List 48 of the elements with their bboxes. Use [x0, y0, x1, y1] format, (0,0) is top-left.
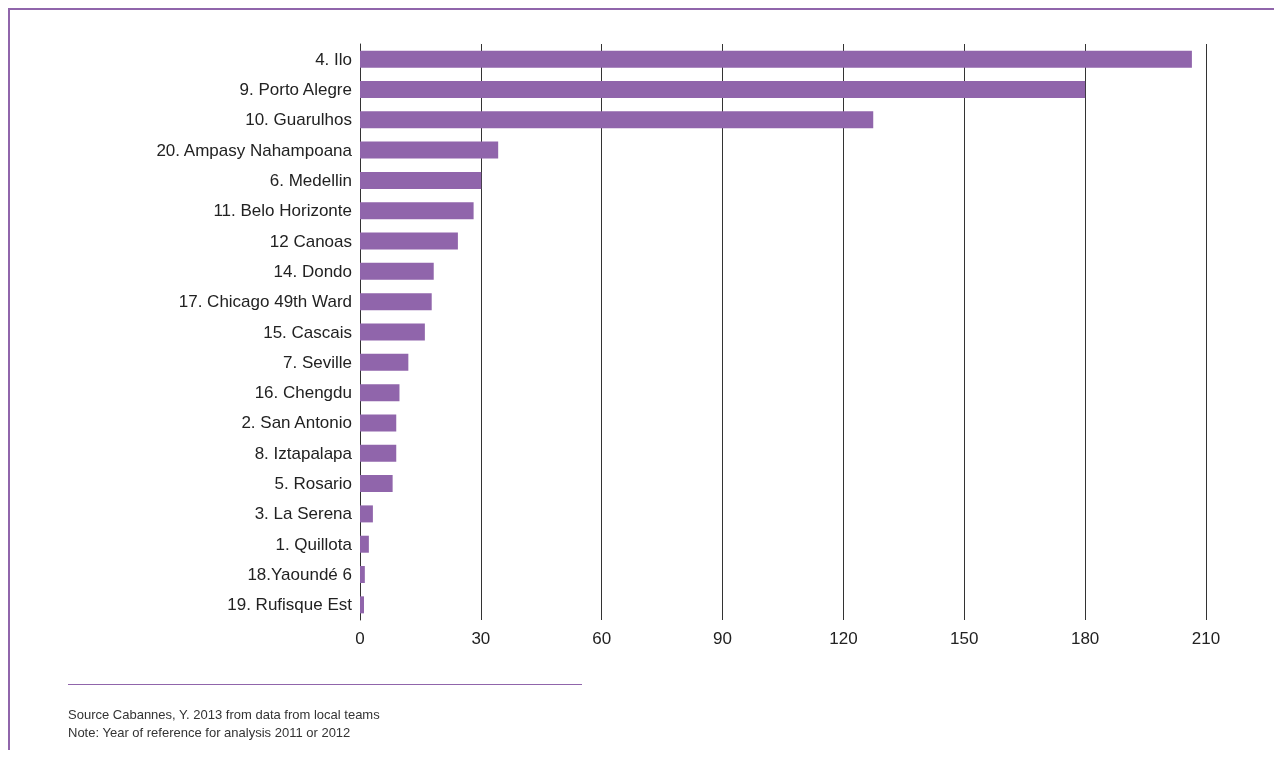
bar [360, 262, 434, 280]
bar [360, 232, 458, 250]
x-tick-label: 60 [592, 629, 612, 648]
y-tick-label: 17. Chicago 49th Ward [178, 292, 352, 312]
y-tick-label: 6. Medellin [269, 170, 352, 190]
x-tick-label: 180 [1070, 629, 1100, 648]
y-tick-label: 18.Yaoundé 6 [247, 565, 352, 585]
y-tick-label: 2. San Antonio [241, 413, 352, 433]
y-tick-label: 3. La Serena [254, 504, 353, 524]
y-tick-label: 4. Ilo [315, 49, 352, 69]
bar [360, 80, 1086, 98]
y-tick-label: 10. Guarulhos [245, 110, 352, 130]
y-tick-label: 11. Belo Horizonte [213, 201, 352, 221]
x-tick-label: 0 [355, 629, 365, 648]
bar [360, 414, 397, 432]
bar [360, 171, 482, 189]
y-tick-label: 15. Cascais [263, 322, 352, 342]
bar [360, 505, 373, 523]
x-tick-label: 120 [829, 629, 858, 648]
text: Note: Year of reference for analysis 2011 or 2012 [68, 725, 351, 740]
bar [360, 323, 425, 341]
bar [360, 353, 409, 371]
y-tick-label: 9. Porto Alegre [239, 79, 352, 99]
bar [360, 202, 474, 220]
y-tick-label: 5. Rosario [274, 474, 352, 494]
bar [360, 293, 432, 311]
source-note: Source Cabannes, Y. 2013 from data from local teams [68, 707, 381, 722]
x-tick-label: 90 [713, 629, 733, 648]
y-tick-label: 7. Seville [283, 352, 352, 372]
bar [360, 566, 365, 584]
y-tick-label: 14. Dondo [273, 261, 352, 281]
bar [360, 596, 365, 614]
x-tick-label: 30 [471, 629, 491, 648]
bar [360, 50, 1192, 68]
x-tick-label: 210 [1191, 629, 1221, 648]
y-tick-label: 8. Iztapalapa [254, 443, 353, 463]
bar [360, 475, 393, 493]
y-tick-label: 1. Quillota [275, 534, 353, 554]
y-tick-label: 16. Chengdu [254, 383, 352, 403]
bar [360, 141, 499, 159]
y-tick-label: 19. Rufisque Est [227, 595, 353, 615]
y-tick-label: 12 Canoas [269, 231, 352, 251]
bar [360, 444, 397, 462]
bar [360, 535, 369, 553]
y-tick-label: 20. Ampasy Nahampoana [156, 140, 353, 160]
bar [360, 384, 400, 402]
x-tick-label: 150 [950, 629, 979, 648]
bar [360, 111, 874, 129]
